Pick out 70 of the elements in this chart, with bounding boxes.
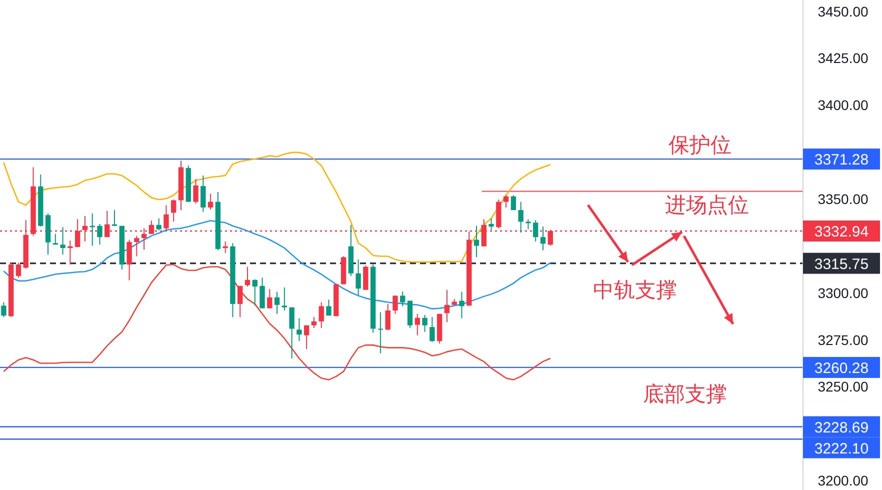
candlestick: [526, 218, 531, 230]
ref-line-label: 3222.10: [814, 440, 869, 458]
candlestick: [260, 277, 265, 309]
candlestick: [156, 218, 162, 232]
candlestick: [414, 313, 420, 336]
y-tick-label: 3425.00: [818, 50, 869, 66]
candlestick: [318, 302, 324, 328]
candlestick: [356, 258, 361, 296]
candlestick: [274, 291, 280, 314]
text: 底部支撑: [643, 383, 727, 406]
candlestick: [422, 314, 428, 332]
candlestick: [171, 199, 176, 222]
candlestick: [444, 289, 450, 323]
candlestick: [74, 218, 80, 248]
y-tick-label: 3350.00: [818, 191, 869, 208]
candlestick: [104, 210, 110, 238]
candlestick: [400, 291, 406, 307]
candlestick: [208, 193, 214, 210]
candlestick: [474, 225, 480, 258]
candlestick: [238, 285, 243, 318]
candlestick: [518, 201, 524, 234]
candlestick: [304, 324, 310, 350]
candlestick: [430, 316, 435, 342]
candlestick: [252, 278, 258, 306]
candlestick: [164, 204, 169, 230]
y-tick-label: 3250.00: [818, 378, 869, 395]
candlestick: [311, 316, 317, 328]
candlestick: [481, 218, 486, 247]
candlestick: [296, 318, 302, 342]
candlestick: [378, 312, 384, 354]
ref-line-label: 3228.69: [814, 419, 869, 436]
ref-line-label: 3371.28: [814, 152, 869, 169]
candlestick: [1, 302, 6, 318]
candlestick: [193, 178, 198, 204]
candlestick: [385, 303, 390, 331]
candlestick: [289, 306, 294, 359]
candlestick: [540, 226, 546, 251]
candlestick: [548, 229, 553, 246]
candlestick: [82, 216, 88, 242]
candlestick: [200, 175, 206, 212]
candlestick: [459, 291, 464, 319]
candlestick: [533, 220, 538, 242]
text: 进场点位: [665, 194, 749, 217]
candlestick: [112, 210, 118, 226]
candlestick: [16, 262, 22, 278]
candlestick: [282, 286, 288, 312]
text: 保护位: [668, 134, 732, 157]
candlestick: [267, 288, 272, 309]
candlestick: [222, 240, 228, 254]
y-tick-label: 3275.00: [818, 332, 869, 348]
candlestick: [392, 295, 398, 314]
text: 中轨支撑: [593, 279, 677, 302]
ref-line-label: 3332.94: [814, 224, 869, 241]
y-tick-label: 3400.00: [818, 97, 869, 114]
candlestick: [244, 266, 250, 287]
candlestick: [68, 240, 73, 266]
candlestick: [148, 220, 154, 234]
ref-line-label: 3260.28: [814, 360, 869, 377]
candlestick: [126, 239, 132, 281]
candlestick: [326, 299, 332, 316]
y-tick-label: 3200.00: [818, 472, 869, 489]
candlestick: [134, 235, 140, 257]
y-tick-label: 3450.00: [818, 3, 869, 20]
candlestick: [97, 223, 102, 246]
y-tick-label: 3300.00: [818, 284, 869, 301]
candlestick: [488, 218, 494, 230]
ref-line-label: 3315.75: [814, 256, 869, 273]
candlestick: [503, 194, 509, 208]
candlestick: [60, 226, 66, 256]
candlestick: [141, 228, 147, 250]
